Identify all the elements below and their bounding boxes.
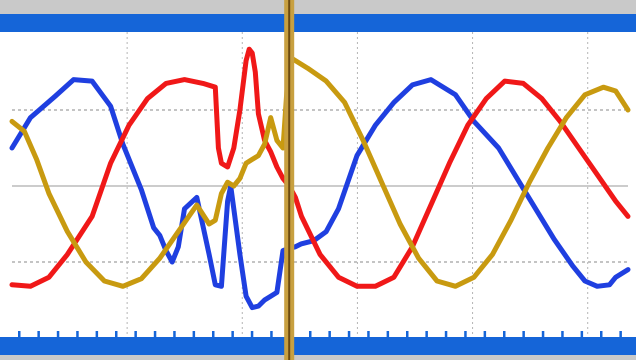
axis-tick bbox=[425, 331, 428, 337]
grid-lines bbox=[12, 32, 628, 337]
axis-tick bbox=[309, 331, 312, 337]
axis-tick bbox=[56, 331, 60, 337]
axis-tick bbox=[153, 331, 157, 337]
axis-tick bbox=[503, 331, 506, 337]
axis-tick bbox=[406, 331, 409, 337]
axis-tick bbox=[522, 331, 525, 337]
axis-tick bbox=[134, 331, 137, 337]
axis-tick bbox=[95, 331, 99, 337]
axis-tick bbox=[212, 331, 215, 337]
axis-tick bbox=[192, 331, 196, 337]
axis-tick bbox=[483, 331, 487, 337]
axis-tick bbox=[76, 331, 79, 337]
axis-tick bbox=[464, 331, 467, 337]
axis-tick bbox=[18, 331, 21, 337]
axis-tick bbox=[347, 331, 351, 337]
axis-tick bbox=[561, 331, 564, 337]
axis-tick bbox=[444, 331, 448, 337]
axis-tick bbox=[386, 331, 390, 337]
plot-series bbox=[9, 46, 631, 311]
axis-tick bbox=[367, 331, 370, 337]
axis-tick bbox=[541, 331, 545, 337]
axis-tick bbox=[173, 331, 176, 337]
axis-tick bbox=[600, 331, 603, 337]
axis-tick bbox=[619, 331, 622, 337]
top-frame-bar bbox=[0, 14, 636, 32]
series-line-1 bbox=[9, 77, 631, 311]
series-line-3 bbox=[9, 54, 631, 289]
axis-tick bbox=[580, 331, 584, 337]
bottom-ticks bbox=[18, 331, 622, 337]
series-line-2 bbox=[9, 46, 631, 289]
top-frame-gray bbox=[0, 0, 636, 14]
axis-tick bbox=[270, 331, 273, 337]
bottom-frame-gray bbox=[0, 355, 636, 360]
axis-tick bbox=[37, 331, 40, 337]
axis-tick bbox=[328, 331, 331, 337]
axis-tick bbox=[250, 331, 254, 337]
bottom-frame-bar bbox=[0, 337, 636, 355]
axis-tick bbox=[115, 331, 118, 337]
time-cursor[interactable] bbox=[284, 0, 295, 360]
axis-tick bbox=[231, 331, 234, 337]
